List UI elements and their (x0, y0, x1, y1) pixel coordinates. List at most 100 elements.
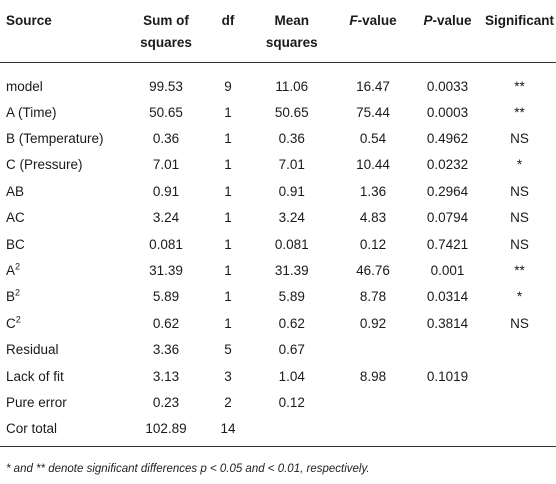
cell-p-value: 0.001 (430, 263, 465, 279)
cell-sum-of-squares: 102.89 (125, 415, 207, 448)
cell-p-value (412, 337, 483, 363)
table-row: Pure error 0.23 2 0.12 (0, 389, 556, 415)
cell-sum-of-squares: 0.23 (152, 394, 180, 410)
cell-sum-of-squares: 3.36 (152, 342, 180, 358)
cell-sum-of-squares: 31.39 (149, 263, 183, 279)
table-row: C (Pressure) 7.01 1 7.01 10.44 0.0232 * (0, 152, 556, 178)
source-text: AC (6, 210, 25, 226)
cell-mean-squares: 5.89 (278, 289, 305, 305)
cell-p-value (412, 415, 483, 448)
source-superscript: 2 (15, 287, 21, 298)
header-df: df (206, 0, 250, 63)
source-text: BC (6, 236, 25, 252)
cell-df: 1 (224, 157, 232, 173)
cell-f-value: 46.76 (356, 263, 390, 279)
cell-p-value: 0.0003 (426, 104, 469, 120)
cell-f-value: 1.36 (359, 183, 387, 199)
cell-df: 1 (224, 289, 232, 305)
table-row: A (Time) 50.65 1 50.65 75.44 0.0003 ** (0, 99, 556, 125)
cell-mean-squares: 0.081 (274, 236, 309, 252)
cell-mean-squares: 0.91 (278, 183, 305, 199)
cell-significant: NS (510, 315, 529, 331)
table-body: model 99.53 9 11.06 16.47 0.0033 ** A (T… (0, 63, 556, 448)
cell-significant: ** (514, 104, 525, 120)
header-f-italic: F (349, 13, 358, 28)
cell-df: 3 (224, 368, 232, 384)
table-row: model 99.53 9 11.06 16.47 0.0033 ** (0, 63, 556, 100)
source-text: Lack of fit (6, 368, 64, 384)
cell-source: B2 (0, 284, 125, 310)
cell-sum-of-squares: 0.91 (152, 183, 180, 199)
cell-source: Pure error (0, 389, 125, 415)
cell-source: model (0, 63, 125, 100)
table-row: C2 0.62 1 0.62 0.92 0.3814 NS (0, 310, 556, 336)
cell-f-value (334, 337, 412, 363)
cell-mean-squares: 31.39 (274, 263, 309, 279)
cell-mean-squares: 1.04 (278, 368, 305, 384)
header-f-rest: -value (357, 13, 397, 28)
cell-mean-squares: 0.62 (278, 315, 305, 331)
cell-significant (483, 389, 556, 415)
cell-f-value (334, 389, 412, 415)
cell-f-value: 4.83 (359, 210, 387, 226)
cell-source: A2 (0, 257, 125, 283)
cell-f-value: 8.98 (359, 368, 387, 384)
cell-df: 1 (224, 183, 232, 199)
cell-mean-squares (249, 415, 334, 448)
cell-mean-squares: 0.67 (278, 342, 305, 358)
cell-df: 1 (224, 210, 232, 226)
source-text: Residual (6, 342, 59, 358)
header-p-value: P-value (412, 0, 483, 63)
header-p-rest: -value (432, 13, 472, 28)
cell-mean-squares: 0.36 (278, 131, 305, 147)
table-row: B2 5.89 1 5.89 8.78 0.0314 * (0, 284, 556, 310)
source-text: A (Time) (6, 104, 57, 120)
table-footnote: * and ** denote significant differences … (6, 463, 370, 475)
cell-sum-of-squares: 5.89 (152, 289, 180, 305)
source-text: Pure error (6, 394, 67, 410)
cell-df: 1 (224, 131, 232, 147)
cell-p-value: 0.0314 (426, 289, 469, 305)
cell-sum-of-squares: 99.53 (149, 78, 183, 94)
source-text: model (6, 78, 43, 94)
table-row: Residual 3.36 5 0.67 (0, 337, 556, 363)
cell-df: 1 (224, 104, 232, 120)
cell-sum-of-squares: 7.01 (152, 157, 180, 173)
header-row: Source Sum of squares df Mean squares F-… (0, 0, 556, 63)
header-ms-line2: squares (265, 35, 318, 50)
cell-p-value: 0.0232 (426, 157, 469, 173)
cell-mean-squares: 7.01 (278, 157, 305, 173)
header-mean-squares: Mean squares (249, 0, 334, 63)
cell-p-value: 0.0794 (426, 210, 469, 226)
cell-source: Lack of fit (0, 363, 125, 389)
header-sum-of-squares: Sum of squares (125, 0, 207, 63)
source-text: B (Temperature) (6, 131, 104, 147)
header-f-value: F-value (333, 0, 413, 63)
cell-f-value: 8.78 (359, 289, 387, 305)
cell-df: 1 (224, 236, 232, 252)
cell-sum-of-squares: 0.081 (149, 236, 183, 252)
cell-sum-of-squares: 0.36 (152, 131, 180, 147)
header-ms-line1: Mean (274, 13, 310, 28)
cell-p-value: 0.2964 (426, 183, 469, 199)
cell-significant: NS (510, 236, 529, 252)
cell-f-value: 0.54 (359, 131, 387, 147)
source-text: Cor total (6, 421, 58, 437)
source-text: C (6, 315, 16, 331)
cell-f-value: 0.92 (359, 315, 387, 331)
cell-source: A (Time) (0, 99, 125, 125)
cell-df: 9 (224, 78, 232, 94)
table-header: Source Sum of squares df Mean squares F-… (0, 0, 556, 63)
cell-significant (483, 337, 556, 363)
cell-sum-of-squares: 3.24 (152, 210, 180, 226)
table-row: Cor total 102.89 14 (0, 415, 556, 448)
cell-df: 1 (224, 263, 232, 279)
cell-mean-squares: 0.12 (278, 394, 305, 410)
table-row: AB 0.91 1 0.91 1.36 0.2964 NS (0, 178, 556, 204)
cell-significant: * (516, 289, 523, 305)
cell-p-value: 0.3814 (426, 315, 469, 331)
cell-source: AC (0, 205, 125, 231)
cell-sum-of-squares: 3.13 (152, 368, 180, 384)
cell-source: AB (0, 178, 125, 204)
